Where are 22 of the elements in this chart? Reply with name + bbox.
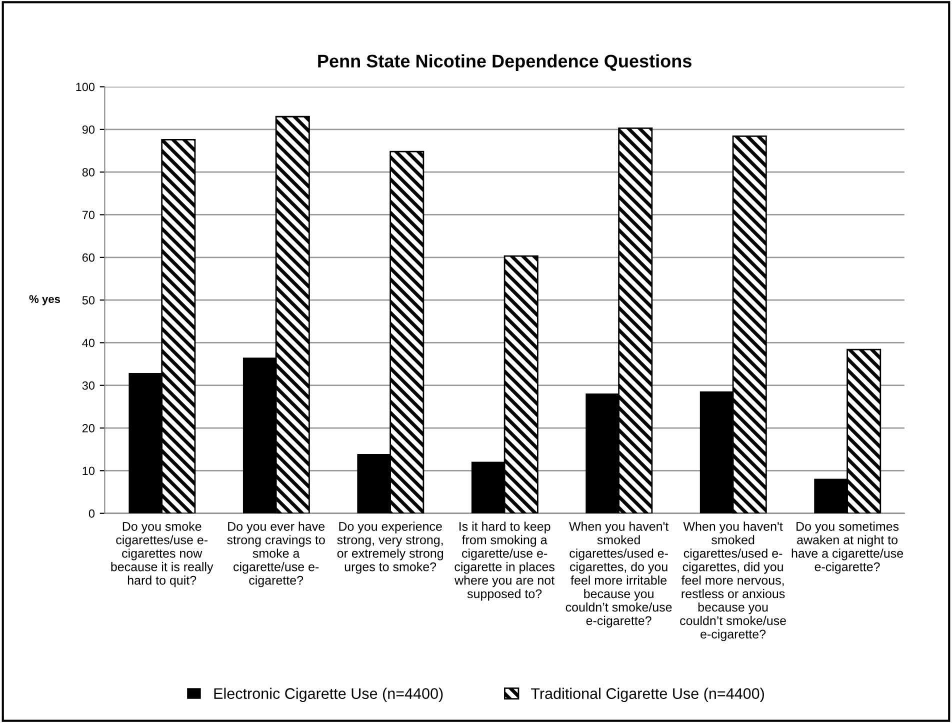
y-tick-label: 100 xyxy=(76,82,95,92)
y-tick-label: 40 xyxy=(82,338,95,348)
y-tick-label: 70 xyxy=(82,210,95,220)
y-tick-label: 0 xyxy=(88,509,95,518)
legend-label: Traditional Cigarette Use (n=4400) xyxy=(531,688,764,702)
y-tick-label: 60 xyxy=(82,253,95,262)
x-tick-label: Do you ever have strong cravings to smoke a cigarette/use e- cigarette? xyxy=(227,522,325,588)
y-tick-label: 10 xyxy=(82,466,95,476)
y-tick-label: 20 xyxy=(82,424,95,432)
chart-title: Penn State Nicotine Dependence Questions xyxy=(318,54,692,72)
x-tick-label: Is it hard to keep from smoking a cigarette/use e- cigarette in places where you are not supposed to? xyxy=(454,522,555,601)
x-tick-label: Do you smoke cigarettes/use e- cigarettes now because it is really hard to quit? xyxy=(111,522,214,588)
x-tick-label: Do you experience strong, very strong, or extremely strong urges to smoke? xyxy=(337,522,444,574)
x-tick-label: When you haven't smoked cigarettes/used e- cigarettes, do you feel more irritable because you couldn’t smoke/use e-cigarette? xyxy=(566,522,672,628)
y-axis-title: % yes xyxy=(29,295,60,306)
legend-label: Electronic Cigarette Use (n=4400) xyxy=(214,688,443,702)
y-tick-label: 80 xyxy=(82,168,95,176)
y-tick-label: 50 xyxy=(82,296,95,304)
y-tick-label: 90 xyxy=(82,125,95,134)
category-label: When you haven't smoked cigarettes/used e- cigarettes, did you feel more nervous, restless or anxious because you couldn’t smoke/use e-cigarette? xyxy=(680,522,786,642)
x-tick-label: Do you sometimes awaken at night to have a cigarette/use e-cigarette? xyxy=(792,522,904,574)
y-tick-label: 30 xyxy=(82,381,95,390)
